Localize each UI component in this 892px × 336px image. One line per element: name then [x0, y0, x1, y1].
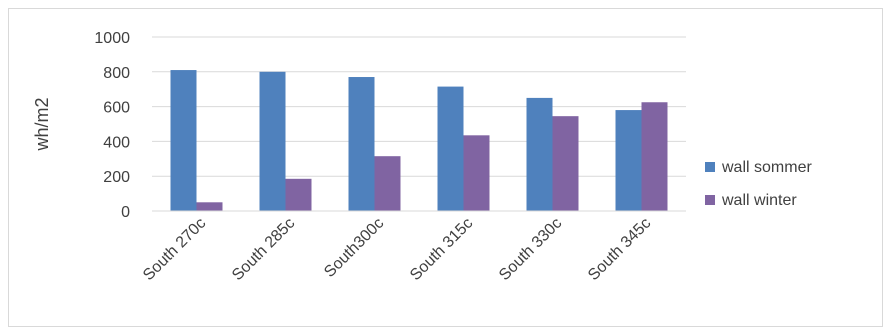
x-tick-label: South300c — [321, 215, 387, 281]
y-tick-label: 0 — [121, 204, 130, 221]
y-tick-label: 800 — [103, 65, 130, 82]
legend-label-wall-winter: wall winter — [721, 192, 797, 209]
bar-wall-sommer-4 — [526, 97, 553, 211]
bar-wall-sommer-2 — [348, 77, 375, 212]
bar-wall-winter-4 — [552, 116, 579, 211]
x-tick-label: South 330c — [496, 215, 565, 284]
x-tick-label: South 285c — [229, 215, 298, 284]
bar-wall-sommer-1 — [259, 71, 286, 211]
legend-swatch-wall-winter — [705, 195, 715, 205]
y-tick-label: 400 — [103, 134, 130, 151]
bar-wall-sommer-5 — [615, 110, 642, 211]
x-tick-label: South 315c — [407, 215, 476, 284]
legend-swatch-wall-sommer — [705, 162, 715, 172]
bar-wall-winter-1 — [285, 178, 312, 211]
bar-wall-winter-5 — [641, 102, 668, 211]
bar-wall-winter-0 — [196, 202, 223, 211]
x-tick-label: South 345c — [585, 215, 654, 284]
bar-wall-winter-2 — [374, 156, 401, 211]
legend-label-wall-sommer: wall sommer — [721, 159, 812, 176]
y-tick-label: 600 — [103, 100, 130, 117]
bar-wall-sommer-0 — [170, 70, 197, 211]
x-tick-label: South 270c — [140, 215, 209, 284]
y-tick-label: 1000 — [94, 30, 130, 47]
bar-wall-winter-3 — [463, 135, 490, 211]
y-axis-title: wh/m2 — [32, 97, 52, 151]
y-tick-label: 200 — [103, 169, 130, 186]
bar-wall-sommer-3 — [437, 86, 464, 211]
